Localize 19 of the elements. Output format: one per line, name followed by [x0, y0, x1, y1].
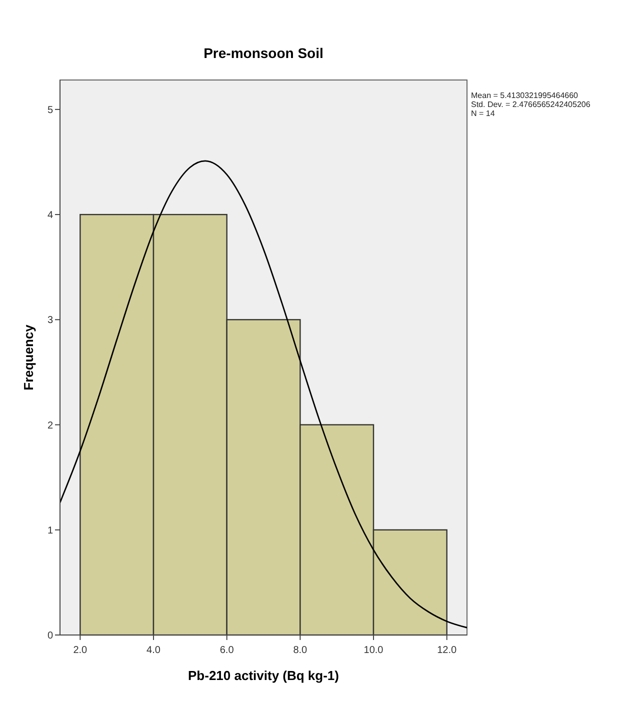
y-tick-label: 1	[47, 525, 54, 536]
y-tick-label: 4	[47, 210, 54, 222]
x-tick-label: 8.0	[293, 645, 308, 656]
y-axis-title: Frequency	[21, 324, 36, 390]
text: N = 14	[471, 109, 496, 118]
chart-title: Pre-monsoon Soil	[204, 45, 324, 61]
y-tick-label: 5	[47, 104, 54, 116]
text: Std. Dev. = 2.4766565242405206	[471, 100, 591, 109]
y-tick-label: 0	[47, 630, 54, 642]
x-tick-label: 6.0	[220, 645, 234, 656]
x-tick-label: 2.0	[73, 645, 88, 656]
text: Mean = 5.4130321995464660	[471, 91, 579, 100]
y-tick-label: 3	[47, 315, 54, 326]
x-axis-title: Pb-210 activity (Bq kg-1)	[188, 668, 339, 683]
y-tick-label: 2	[47, 420, 54, 432]
x-tick-label: 12.0	[437, 645, 457, 656]
x-tick-label: 4.0	[146, 645, 161, 656]
x-tick-label: 10.0	[364, 645, 384, 656]
line-series	[60, 160, 467, 628]
